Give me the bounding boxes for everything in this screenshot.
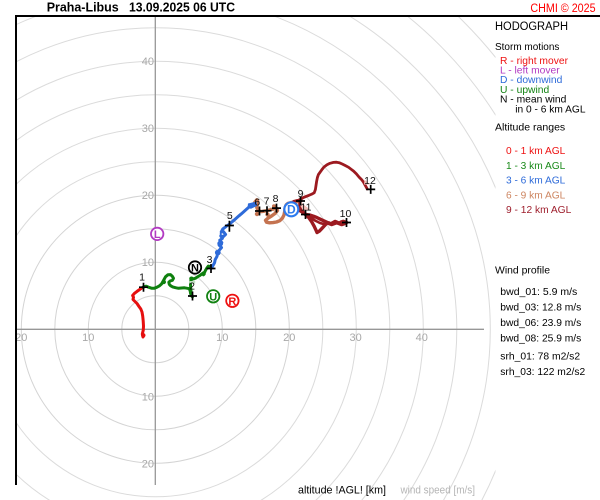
svg-text:in 0 - 6 km AGL: in 0 - 6 km AGL — [515, 104, 585, 115]
svg-text:30: 30 — [142, 123, 154, 135]
svg-text:0 - 1 km AGL: 0 - 1 km AGL — [506, 146, 566, 157]
svg-text:bwd_08: 25.9 m/s: bwd_08: 25.9 m/s — [500, 332, 581, 344]
svg-text:wind speed [m/s]: wind speed [m/s] — [400, 485, 475, 497]
svg-text:9 - 12 km AGL: 9 - 12 km AGL — [506, 205, 572, 216]
svg-text:20: 20 — [15, 332, 27, 344]
svg-text:2: 2 — [189, 281, 195, 293]
svg-text:bwd_01: 5.9 m/s: bwd_01: 5.9 m/s — [500, 286, 577, 298]
svg-text:10: 10 — [142, 392, 154, 404]
svg-text:10: 10 — [340, 208, 352, 220]
svg-text:10: 10 — [142, 257, 154, 269]
svg-text:N - mean wind: N - mean wind — [500, 95, 567, 106]
svg-text:3 - 6 km AGL: 3 - 6 km AGL — [506, 176, 566, 187]
svg-text:D: D — [287, 203, 296, 217]
svg-text:Praha-Libus: Praha-Libus — [47, 1, 119, 15]
svg-text:srh_03: 122 m2/s2: srh_03: 122 m2/s2 — [500, 366, 585, 378]
svg-text:bwd_03: 12.8 m/s: bwd_03: 12.8 m/s — [500, 301, 581, 313]
svg-text:HODOGRAPH: HODOGRAPH — [495, 21, 568, 33]
svg-text:U - upwind: U - upwind — [500, 85, 549, 96]
svg-text:5: 5 — [227, 210, 233, 222]
svg-text:N: N — [191, 263, 199, 275]
svg-text:3: 3 — [207, 254, 213, 266]
svg-text:11: 11 — [301, 202, 312, 214]
svg-text:Storm motions: Storm motions — [495, 42, 559, 53]
svg-text:10: 10 — [82, 332, 94, 344]
svg-text:8: 8 — [273, 193, 279, 205]
svg-text:1 - 3 km AGL: 1 - 3 km AGL — [506, 161, 566, 172]
svg-text:9: 9 — [298, 188, 304, 200]
svg-text:D - downwind: D - downwind — [500, 75, 563, 86]
svg-text:40: 40 — [416, 332, 428, 344]
svg-text:10: 10 — [216, 332, 228, 344]
svg-text:U: U — [209, 291, 217, 303]
svg-text:20: 20 — [142, 459, 154, 471]
svg-text:40: 40 — [142, 56, 154, 68]
svg-text:6 - 9 km AGL: 6 - 9 km AGL — [506, 191, 566, 202]
svg-text:altitude !AGL! [km]: altitude !AGL! [km] — [298, 485, 386, 497]
svg-text:srh_01: 78 m2/s2: srh_01: 78 m2/s2 — [500, 350, 580, 362]
svg-text:20: 20 — [142, 190, 154, 202]
svg-text:12: 12 — [364, 175, 376, 187]
svg-text:Wind profile: Wind profile — [495, 266, 550, 277]
svg-text:L - left mover: L - left mover — [500, 66, 560, 77]
svg-text:1: 1 — [139, 272, 145, 284]
svg-text:13.09.2025 06 UTC: 13.09.2025 06 UTC — [129, 1, 235, 15]
svg-text:R - right mover: R - right mover — [500, 56, 569, 67]
svg-text:bwd_06: 23.9 m/s: bwd_06: 23.9 m/s — [500, 317, 581, 329]
svg-text:7: 7 — [264, 196, 270, 208]
svg-text:R: R — [228, 296, 236, 308]
svg-text:20: 20 — [283, 332, 295, 344]
svg-text:30: 30 — [349, 332, 361, 344]
svg-text:L: L — [154, 229, 161, 241]
svg-text:Altitude ranges: Altitude ranges — [495, 123, 565, 134]
svg-text:6: 6 — [254, 197, 260, 209]
svg-text:CHMI © 2025: CHMI © 2025 — [530, 3, 595, 15]
